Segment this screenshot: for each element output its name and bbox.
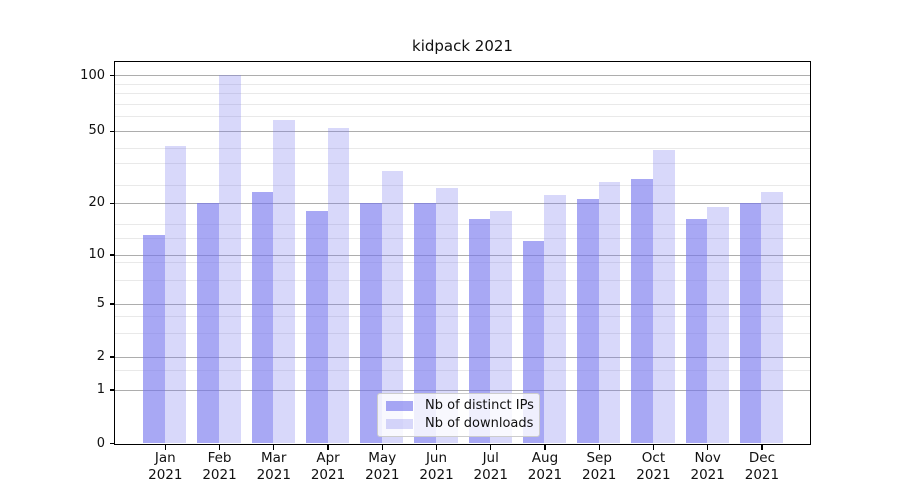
bar-distinct-ips-sep: [577, 198, 599, 443]
x-tick-mark: [218, 445, 221, 450]
major-gridline: [115, 202, 810, 204]
bar-distinct-ips-nov: [685, 219, 708, 443]
bar-distinct-ips-aug: [522, 240, 545, 443]
y-tick-mark: [109, 75, 115, 77]
x-tick-label: Apr 2021: [310, 450, 346, 483]
minor-gridline: [115, 224, 810, 226]
bar-distinct-ips-jun: [414, 202, 436, 443]
x-tick-label: Sep 2021: [582, 450, 617, 483]
x-tick-label: Jul 2021: [473, 450, 508, 483]
bar-distinct-ips-jan: [143, 234, 165, 443]
minor-gridline: [115, 237, 810, 239]
y-tick-mark: [109, 356, 115, 358]
minor-gridline: [115, 261, 810, 263]
bar-distinct-ips-may: [360, 202, 382, 443]
y-tick-label: 1: [96, 382, 105, 397]
bar-downloads-may: [381, 170, 404, 443]
y-tick-label: 5: [96, 296, 105, 311]
chart-title: kidpack 2021: [412, 37, 513, 55]
y-tick-mark: [109, 130, 115, 132]
x-tick-mark: [381, 445, 383, 450]
x-tick-label: Nov 2021: [690, 450, 725, 483]
bar-downloads-dec: [761, 191, 784, 443]
major-gridline: [115, 75, 810, 77]
x-tick-mark: [707, 445, 709, 450]
bar-distinct-ips-oct: [631, 179, 653, 443]
minor-gridline: [115, 93, 810, 95]
x-tick-label: Jan 2021: [148, 450, 183, 483]
major-gridline: [115, 254, 810, 256]
minor-gridline: [115, 333, 810, 335]
x-tick-label: Dec 2021: [744, 450, 780, 483]
bar-downloads-jan: [164, 146, 187, 443]
minor-gridline: [115, 163, 810, 165]
x-tick-label: Jun 2021: [419, 450, 454, 483]
y-tick-mark: [109, 202, 115, 204]
x-tick-label: May 2021: [365, 450, 400, 483]
legend-item-downloads: Nb of downloads: [386, 415, 534, 431]
x-tick-mark: [327, 445, 329, 450]
minor-gridline: [115, 185, 810, 187]
bar-downloads-feb: [219, 75, 241, 443]
minor-gridline: [115, 279, 810, 281]
bar-downloads-jul: [490, 210, 512, 443]
bar-distinct-ips-dec: [739, 202, 762, 443]
minor-gridline: [115, 83, 810, 85]
legend-swatch-downloads: [386, 418, 413, 429]
x-tick-mark: [164, 445, 166, 450]
bar-downloads-nov: [707, 206, 729, 443]
plot-area: [114, 61, 811, 445]
legend-swatch-distinct-ips: [386, 401, 413, 412]
x-tick-label: Mar 2021: [256, 450, 291, 483]
x-tick-mark: [761, 445, 763, 450]
x-tick-label: Feb 2021: [202, 450, 237, 483]
x-tick-mark: [273, 445, 275, 450]
x-tick-mark: [435, 445, 438, 450]
y-tick-label: 0: [96, 435, 105, 451]
minor-gridline: [115, 116, 810, 118]
minor-gridline: [115, 316, 810, 318]
x-tick-label: Aug 2021: [527, 450, 563, 483]
x-tick-mark: [598, 445, 600, 450]
y-tick-mark: [109, 442, 115, 445]
x-tick-mark: [544, 445, 546, 450]
major-gridline: [115, 303, 810, 305]
x-tick-mark: [652, 445, 655, 450]
x-tick-mark: [490, 445, 492, 450]
bar-downloads-apr: [327, 127, 350, 443]
y-tick-mark: [109, 254, 115, 256]
bar-downloads-mar: [273, 120, 295, 443]
major-gridline: [115, 389, 810, 391]
minor-gridline: [115, 148, 810, 150]
bar-downloads-oct: [652, 150, 675, 443]
x-tick-label: Oct 2021: [636, 450, 671, 483]
bar-distinct-ips-feb: [197, 202, 220, 443]
y-tick-label: 10: [88, 247, 105, 262]
bar-distinct-ips-jul: [468, 219, 491, 443]
bar-downloads-aug: [544, 195, 567, 443]
legend: Nb of distinct IPs Nb of downloads: [377, 393, 540, 437]
y-tick-label: 50: [88, 123, 105, 139]
major-gridline: [115, 130, 810, 132]
legend-label-downloads: Nb of downloads: [425, 415, 534, 431]
legend-item-distinct-ips: Nb of distinct IPs: [386, 398, 534, 414]
minor-gridline: [115, 103, 810, 105]
y-tick-label: 20: [88, 195, 105, 211]
y-tick-mark: [109, 389, 115, 391]
minor-gridline: [115, 370, 810, 372]
bar-downloads-sep: [598, 182, 621, 443]
bar-distinct-ips-mar: [251, 191, 274, 443]
y-tick-label: 2: [96, 349, 105, 364]
major-gridline: [115, 356, 810, 358]
legend-label-distinct-ips: Nb of distinct IPs: [425, 398, 534, 414]
y-tick-label: 100: [80, 67, 105, 83]
y-tick-mark: [109, 303, 115, 305]
bar-downloads-jun: [436, 188, 458, 443]
bar-distinct-ips-apr: [305, 210, 328, 443]
